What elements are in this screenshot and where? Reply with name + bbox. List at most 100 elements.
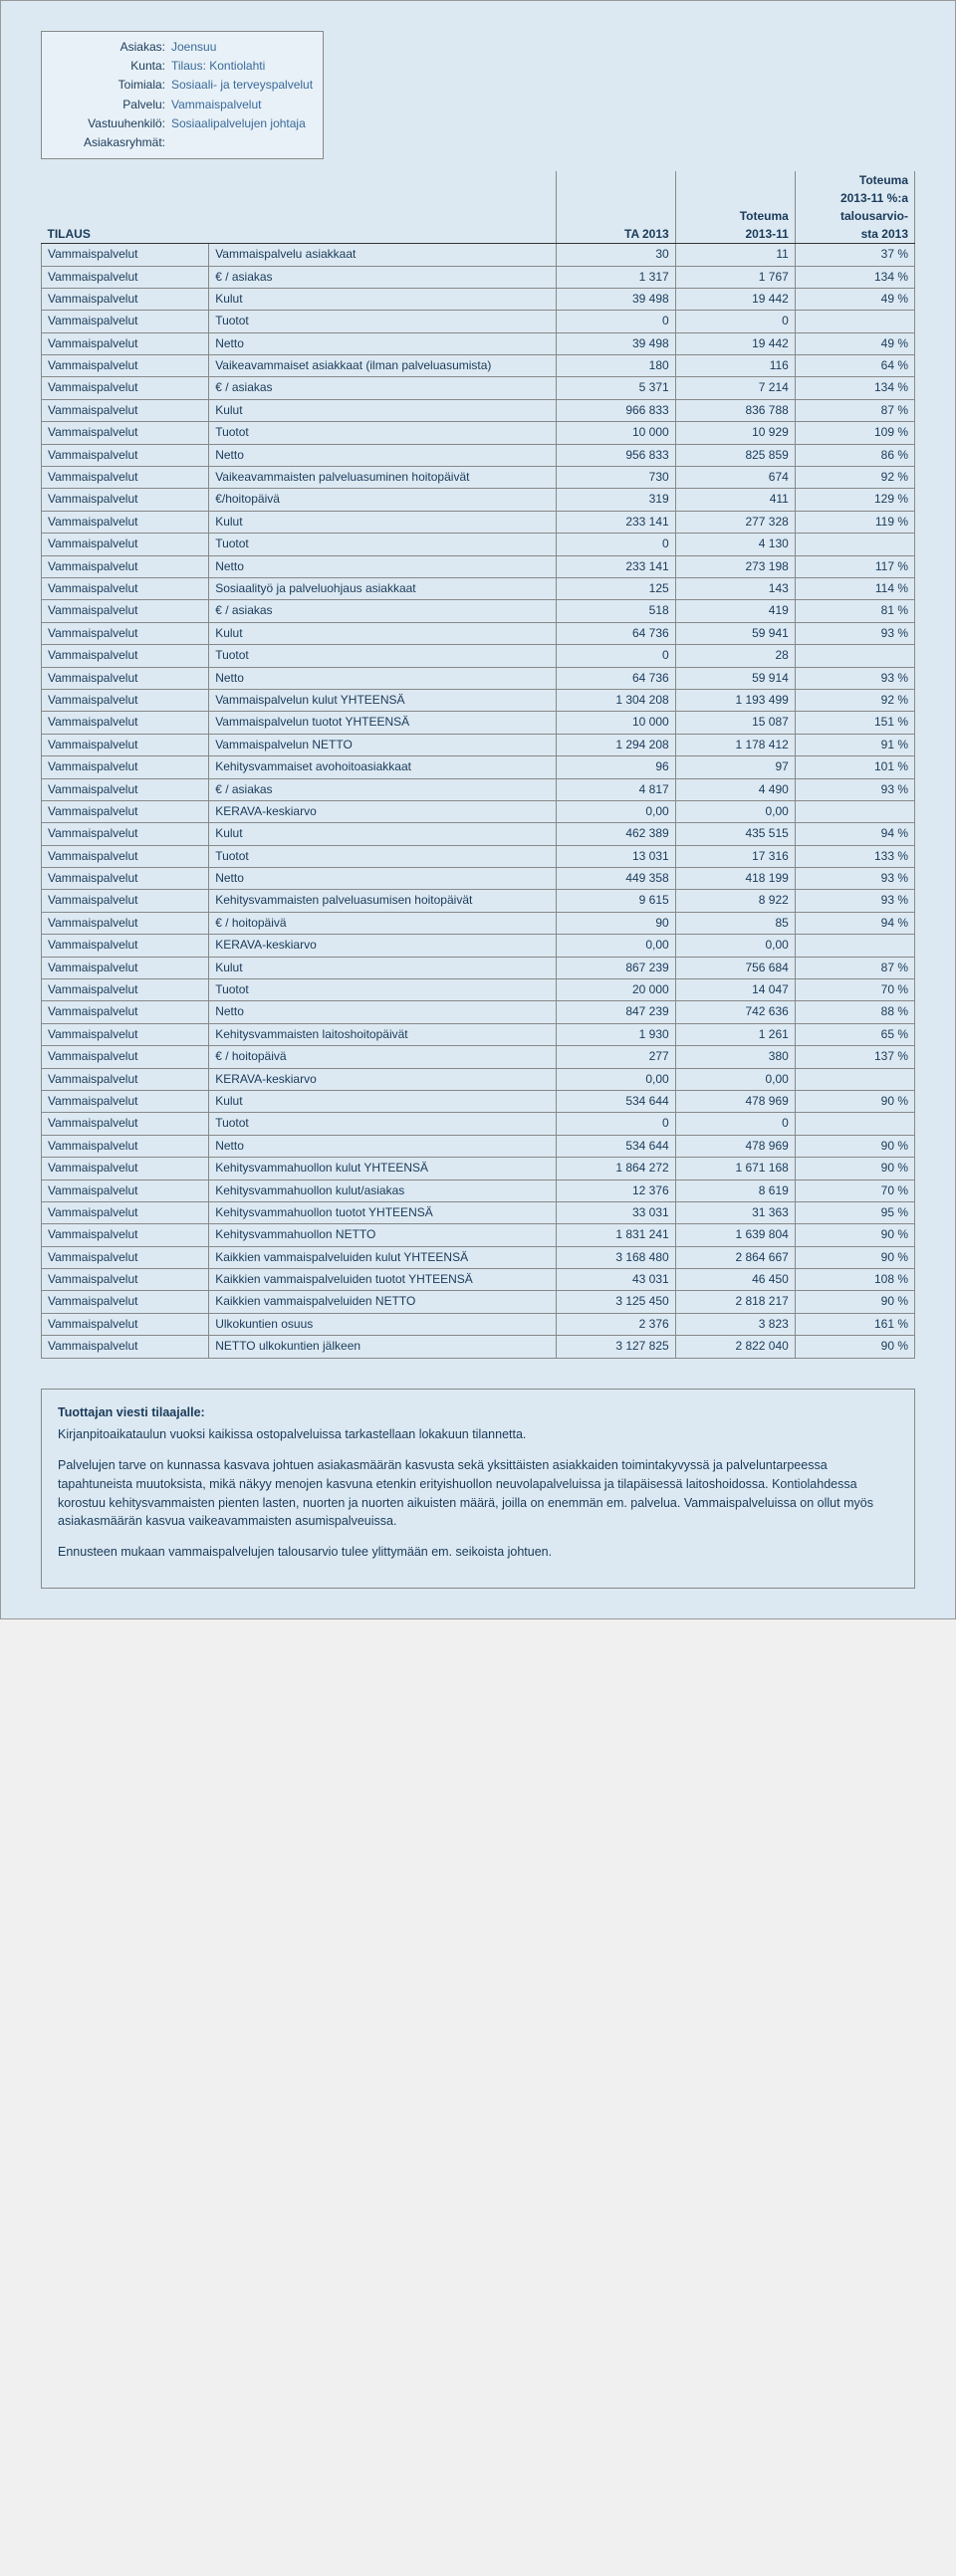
cell-label: Vaikeavammaisten palveluasuminen hoitopä… — [209, 467, 556, 489]
table-row: VammaispalvelutKehitysvammahuollon kulut… — [42, 1180, 915, 1201]
cell-category: Vammaispalvelut — [42, 979, 209, 1001]
info-value: Sosiaali- ja terveyspalvelut — [171, 76, 313, 95]
cell-label: Netto — [209, 1135, 556, 1157]
cell-category: Vammaispalvelut — [42, 1046, 209, 1068]
info-row: Asiakas:Joensuu — [52, 38, 313, 57]
cell-label: € / hoitopäivä — [209, 912, 556, 934]
cell-value: 90 % — [795, 1090, 914, 1112]
cell-value: 17 316 — [675, 845, 795, 867]
cell-value: 30 — [556, 244, 675, 266]
cell-label: Kaikkien vammaispalveluiden NETTO — [209, 1291, 556, 1313]
table-row: VammaispalvelutTuotot028 — [42, 645, 915, 667]
cell-category: Vammaispalvelut — [42, 1180, 209, 1201]
cell-category: Vammaispalvelut — [42, 845, 209, 867]
cell-value: 419 — [675, 600, 795, 622]
cell-value: 3 168 480 — [556, 1246, 675, 1268]
cell-value: 847 239 — [556, 1001, 675, 1023]
cell-label: NETTO ulkokuntien jälkeen — [209, 1336, 556, 1358]
cell-label: Kehitysvammahuollon kulut/asiakas — [209, 1180, 556, 1201]
table-row: Vammaispalvelut€ / hoitopäivä908594 % — [42, 912, 915, 934]
info-row: Toimiala:Sosiaali- ja terveyspalvelut — [52, 76, 313, 95]
table-row: VammaispalvelutSosiaalityö ja palveluohj… — [42, 577, 915, 599]
cell-category: Vammaispalvelut — [42, 1269, 209, 1291]
table-row: VammaispalvelutKulut39 49819 44249 % — [42, 288, 915, 310]
info-value: Joensuu — [171, 38, 216, 57]
cell-category: Vammaispalvelut — [42, 667, 209, 689]
message-p2: Palvelujen tarve on kunnassa kasvava joh… — [58, 1456, 898, 1531]
cell-category: Vammaispalvelut — [42, 1135, 209, 1157]
cell-value: 1 261 — [675, 1023, 795, 1045]
cell-value: 93 % — [795, 778, 914, 800]
cell-value: 59 914 — [675, 667, 795, 689]
cell-value: 33 031 — [556, 1201, 675, 1223]
head-tilaus: TILAUS — [42, 225, 557, 244]
table-row: VammaispalvelutKulut966 833836 78887 % — [42, 399, 915, 421]
cell-category: Vammaispalvelut — [42, 511, 209, 533]
cell-label: Netto — [209, 444, 556, 466]
cell-value: 411 — [675, 489, 795, 511]
cell-value — [795, 534, 914, 555]
cell-value: 92 % — [795, 689, 914, 711]
cell-value: 14 047 — [675, 979, 795, 1001]
cell-value: 534 644 — [556, 1090, 675, 1112]
cell-category: Vammaispalvelut — [42, 1090, 209, 1112]
cell-category: Vammaispalvelut — [42, 823, 209, 845]
cell-value — [795, 645, 914, 667]
cell-value: 94 % — [795, 912, 914, 934]
info-value: Sosiaalipalvelujen johtaja — [171, 114, 306, 133]
info-label: Vastuuhenkilö: — [52, 114, 171, 133]
head-toteuma: 2013-11 — [675, 225, 795, 244]
cell-label: Vammaispalvelun NETTO — [209, 734, 556, 755]
table-row: VammaispalvelutTuotot00 — [42, 1113, 915, 1135]
cell-label: Vammaispalvelun kulut YHTEENSÄ — [209, 689, 556, 711]
cell-value: 1 831 241 — [556, 1224, 675, 1246]
cell-value: 435 515 — [675, 823, 795, 845]
cell-label: KERAVA-keskiarvo — [209, 1068, 556, 1090]
cell-value: 7 214 — [675, 377, 795, 399]
cell-value: 4 817 — [556, 778, 675, 800]
cell-category: Vammaispalvelut — [42, 600, 209, 622]
table-row: Vammaispalvelut€ / hoitopäivä277380137 % — [42, 1046, 915, 1068]
table-row: VammaispalvelutNETTO ulkokuntien jälkeen… — [42, 1336, 915, 1358]
table-row: VammaispalvelutKulut867 239756 68487 % — [42, 957, 915, 978]
table-row: VammaispalvelutNetto449 358418 19993 % — [42, 868, 915, 890]
message-p1: Kirjanpitoaikataulun vuoksi kaikissa ost… — [58, 1425, 898, 1444]
cell-value: 43 031 — [556, 1269, 675, 1291]
cell-label: Tuotot — [209, 311, 556, 332]
cell-value: 956 833 — [556, 444, 675, 466]
info-row: Kunta:Tilaus: Kontiolahti — [52, 57, 313, 76]
cell-value: 1 193 499 — [675, 689, 795, 711]
cell-value: 0 — [675, 311, 795, 332]
cell-label: Kulut — [209, 288, 556, 310]
cell-value: 88 % — [795, 1001, 914, 1023]
info-label: Toimiala: — [52, 76, 171, 95]
cell-value: 518 — [556, 600, 675, 622]
cell-category: Vammaispalvelut — [42, 577, 209, 599]
table-row: VammaispalvelutVammaispalvelun tuotot YH… — [42, 712, 915, 734]
cell-value: 20 000 — [556, 979, 675, 1001]
cell-value: 0,00 — [675, 1068, 795, 1090]
cell-value: 133 % — [795, 845, 914, 867]
cell-category: Vammaispalvelut — [42, 1201, 209, 1223]
cell-value: 3 127 825 — [556, 1336, 675, 1358]
cell-value: 90 % — [795, 1158, 914, 1180]
cell-value: 90 % — [795, 1336, 914, 1358]
cell-category: Vammaispalvelut — [42, 1291, 209, 1313]
cell-value: 277 — [556, 1046, 675, 1068]
cell-value: 13 031 — [556, 845, 675, 867]
cell-value: 756 684 — [675, 957, 795, 978]
cell-value: 59 941 — [675, 622, 795, 644]
cell-value: 93 % — [795, 622, 914, 644]
cell-label: Kaikkien vammaispalveluiden tuotot YHTEE… — [209, 1269, 556, 1291]
cell-value: 137 % — [795, 1046, 914, 1068]
cell-value: 1 317 — [556, 266, 675, 288]
cell-label: Tuotot — [209, 1113, 556, 1135]
cell-value: 93 % — [795, 868, 914, 890]
cell-value: 2 864 667 — [675, 1246, 795, 1268]
cell-value: 478 969 — [675, 1090, 795, 1112]
cell-value: 867 239 — [556, 957, 675, 978]
cell-value: 85 — [675, 912, 795, 934]
cell-value: 9 615 — [556, 890, 675, 912]
cell-value: 0 — [556, 534, 675, 555]
cell-label: Kaikkien vammaispalveluiden kulut YHTEEN… — [209, 1246, 556, 1268]
